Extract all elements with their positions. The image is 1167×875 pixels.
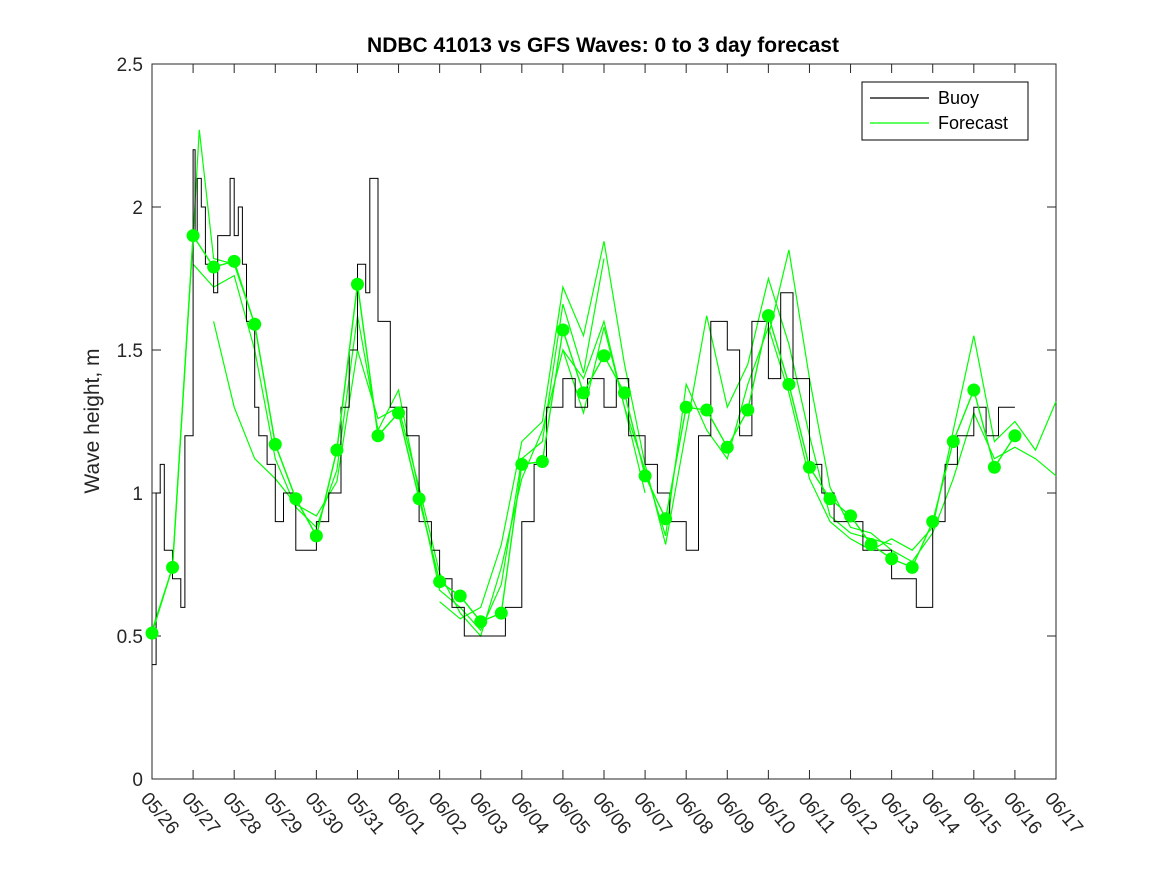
forecast-point [618, 386, 632, 400]
forecast-point [987, 460, 1001, 474]
forecast-point [700, 403, 714, 417]
forecast-point [350, 277, 364, 291]
forecast-point [453, 589, 467, 603]
forecast-point [802, 460, 816, 474]
forecast-point [186, 229, 200, 243]
forecast-run-line [213, 321, 646, 638]
forecast-point [720, 440, 734, 454]
forecast-point [823, 492, 837, 506]
forecast-point [433, 575, 447, 589]
y-tick-label: 0 [132, 770, 143, 791]
forecast-point [926, 515, 940, 529]
forecast-point [268, 437, 282, 451]
y-tick-label: 0.5 [117, 627, 143, 648]
forecast-point [659, 512, 673, 526]
forecast-point [248, 317, 262, 331]
forecast-point [1008, 429, 1022, 443]
forecast-point [535, 455, 549, 469]
forecast-point [371, 429, 385, 443]
forecast-point [741, 403, 755, 417]
forecast-point [576, 386, 590, 400]
forecast-point [761, 309, 775, 323]
y-tick-label: 1 [132, 484, 143, 505]
forecast-point [864, 537, 878, 551]
forecast-point [597, 349, 611, 363]
forecast-point [844, 509, 858, 523]
legend: Buoy Forecast [861, 81, 1029, 141]
forecast-point [556, 323, 570, 337]
forecast-point [289, 492, 303, 506]
legend-buoy-label: Buoy [938, 88, 979, 108]
forecast-point [227, 254, 241, 268]
forecast-series [145, 229, 1022, 640]
forecast-point [412, 492, 426, 506]
y-tick-label: 2.5 [117, 55, 143, 76]
forecast-point [309, 529, 323, 543]
forecast-point [782, 377, 796, 391]
forecast-point [330, 443, 344, 457]
forecast-point [885, 552, 899, 566]
y-axis-label: Wave height, m [81, 348, 104, 493]
forecast-point [515, 457, 529, 471]
y-tick-label: 2 [132, 198, 143, 219]
forecast-point [145, 626, 159, 640]
forecast-run-line [439, 241, 892, 620]
forecast-point [207, 260, 221, 274]
legend-forecast-label: Forecast [938, 113, 1008, 133]
y-ticks: 0 0.5 1 1.5 2 2.5 [117, 55, 1056, 791]
forecast-point [967, 383, 981, 397]
legend-box [861, 81, 1029, 141]
chart-title: NDBC 41013 vs GFS Waves: 0 to 3 day fore… [367, 34, 839, 57]
forecast-point [166, 560, 180, 574]
forecast-point [474, 615, 488, 629]
y-tick-label: 1.5 [117, 341, 143, 362]
forecast-point [494, 606, 508, 620]
forecast-point [905, 560, 919, 574]
forecast-point [638, 469, 652, 483]
forecast-point [679, 400, 693, 414]
forecast-point [392, 406, 406, 420]
plot-area [151, 63, 1057, 780]
forecast-runs [151, 129, 1057, 638]
forecast-point [946, 435, 960, 449]
